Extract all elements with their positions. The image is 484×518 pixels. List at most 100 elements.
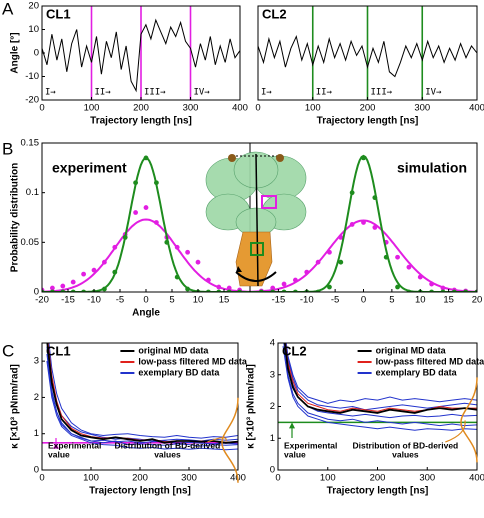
data-line (48, 343, 238, 439)
data-point (429, 289, 434, 292)
y-axis-label: Angle [°] (10, 32, 21, 73)
data-point (440, 285, 446, 291)
x-tick-label: 5 (169, 295, 174, 306)
x-tick-label: 200 (132, 473, 148, 484)
data-point (112, 244, 118, 250)
y-tick-label: -10 (25, 71, 39, 82)
legend-label: low-pass filtered MD data (376, 356, 484, 366)
data-line (46, 343, 238, 444)
data-point (50, 285, 55, 291)
data-point (338, 234, 344, 240)
x-tick-label: 15 (443, 295, 454, 306)
data-point (270, 285, 276, 291)
y-tick-label: 2 (270, 401, 275, 412)
protein-illustration (205, 151, 307, 287)
x-tick-label: 0 (143, 295, 148, 306)
data-point (293, 289, 298, 292)
plot-area (258, 6, 477, 100)
distribution-curve (460, 377, 478, 463)
x-tick-label: 400 (232, 103, 248, 114)
data-point (81, 289, 86, 292)
data-point (429, 281, 434, 287)
legend-label: original MD data (376, 345, 447, 355)
x-tick-label: 0 (275, 473, 280, 484)
data-point (185, 249, 191, 255)
x-tick-label: 0 (39, 473, 44, 484)
data-point (304, 269, 310, 275)
legend-label: exemplary BD data (138, 367, 220, 377)
data-point (395, 284, 400, 290)
y-tick-label: -20 (25, 95, 39, 106)
data-point (315, 289, 321, 292)
chart-title: simulation (397, 160, 467, 176)
data-point (195, 259, 201, 265)
data-point (133, 180, 139, 186)
y-tick-label: 4 (270, 338, 275, 349)
y-tick-label: 3 (270, 369, 275, 380)
annotation-arrowhead (289, 422, 295, 429)
x-axis-label: Trajectory length [ns] (317, 116, 419, 127)
annotation: value (284, 449, 306, 459)
x-tick-label: 300 (181, 473, 197, 484)
x-tick-label: 0 (39, 103, 44, 114)
x-tick-label: 100 (305, 103, 321, 114)
region-label: I→ (261, 88, 272, 98)
data-point (372, 225, 378, 230)
chart-title: CL1 (46, 6, 71, 21)
data-point (281, 281, 287, 287)
y-tick-label: 10 (28, 24, 39, 35)
y-axis-label: κ [×10³ pNnm/rad] (246, 364, 257, 449)
annotation-arrow (445, 420, 466, 443)
x-tick-label: 300 (414, 103, 430, 114)
chart-title: experiment (52, 160, 127, 176)
data-point (185, 286, 191, 292)
annotation: Experimental (48, 440, 101, 450)
x-tick-label: 20 (472, 295, 483, 306)
legend-label: original MD data (138, 345, 209, 355)
data-point (327, 284, 332, 290)
data-point (383, 254, 389, 260)
x-tick-label: 300 (183, 103, 199, 114)
x-tick-label: 200 (133, 103, 149, 114)
plot-area (42, 343, 238, 451)
data-line (46, 346, 238, 447)
data-point (226, 285, 232, 291)
region-label: III→ (371, 88, 393, 98)
y-tick-label: 0 (34, 287, 39, 298)
data-point (417, 274, 423, 280)
data-point (102, 286, 107, 292)
chart-title: CL1 (46, 343, 71, 358)
data-point (174, 244, 180, 250)
x-tick-label: 300 (419, 473, 435, 484)
data-point (174, 274, 180, 280)
data-point (237, 289, 242, 292)
data-point (338, 259, 344, 265)
panel-label: B (2, 139, 13, 158)
y-axis-label: κ [×10³ pNnm/rad] (10, 364, 21, 449)
annotation: values (154, 449, 181, 459)
data-point (143, 155, 149, 161)
plot-area (42, 155, 250, 292)
x-tick-label: 10 (193, 295, 204, 306)
x-tick-label: -15 (272, 295, 286, 306)
data-point (206, 289, 211, 292)
data-point (406, 264, 412, 270)
data-point (440, 289, 446, 292)
x-tick-label: 0 (361, 295, 366, 306)
x-tick-label: 100 (83, 473, 99, 484)
data-point (81, 271, 86, 277)
region-label: I→ (45, 88, 56, 98)
data-point (372, 195, 378, 201)
data-point (143, 205, 149, 210)
data-point (349, 222, 355, 227)
plot-area (42, 6, 240, 100)
data-point (349, 190, 355, 196)
x-tick-label: -10 (87, 295, 101, 306)
region-label: III→ (144, 88, 166, 98)
annotation-arrowhead (53, 442, 59, 449)
y-tick-label: 0 (270, 465, 275, 476)
annotation: Distribution of BD-derived (352, 440, 458, 450)
x-tick-label: 200 (360, 103, 376, 114)
x-tick-label: 400 (469, 103, 484, 114)
annotation-arrow (207, 437, 227, 443)
